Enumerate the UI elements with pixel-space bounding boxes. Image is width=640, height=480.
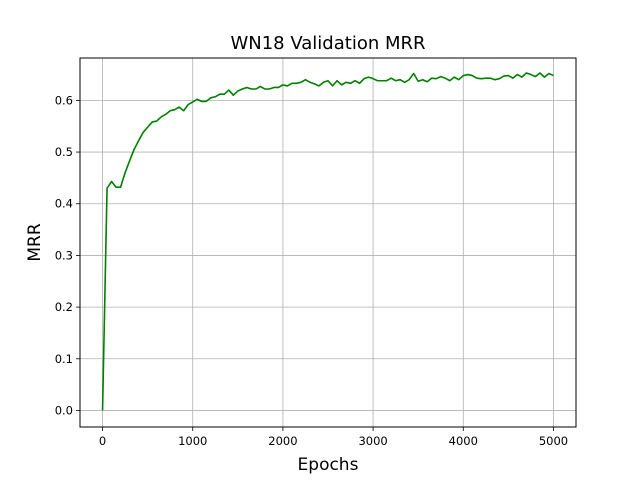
x-tick-label: 4000 — [449, 434, 478, 448]
x-tick-label: 1000 — [178, 434, 207, 448]
series-layer — [101, 72, 554, 411]
series-line — [101, 72, 554, 411]
y-axis-ticks: 0.0 0.1 0.2 0.3 0.4 0.5 0.6 — [55, 93, 80, 417]
y-tick-label: 0.0 — [55, 403, 73, 417]
x-tick-label: 3000 — [358, 434, 387, 448]
x-axis-title: Epochs — [298, 455, 359, 475]
chart-title: WN18 Validation MRR — [230, 33, 425, 54]
y-tick-label: 0.4 — [55, 197, 73, 211]
x-tick-label: 5000 — [539, 434, 568, 448]
x-tick-label: 2000 — [268, 434, 297, 448]
y-tick-label: 0.5 — [55, 145, 73, 159]
y-tick-label: 0.3 — [55, 248, 73, 262]
y-axis-title: MRR — [25, 223, 45, 261]
y-tick-label: 0.6 — [55, 93, 73, 107]
y-tick-label: 0.1 — [55, 352, 73, 366]
grid-lines — [80, 58, 576, 427]
y-tick-label: 0.2 — [55, 300, 73, 314]
x-tick-label: 0 — [99, 434, 106, 448]
x-axis-ticks: 0 1000 2000 3000 4000 5000 — [99, 427, 568, 448]
plot-frame — [79, 57, 577, 428]
